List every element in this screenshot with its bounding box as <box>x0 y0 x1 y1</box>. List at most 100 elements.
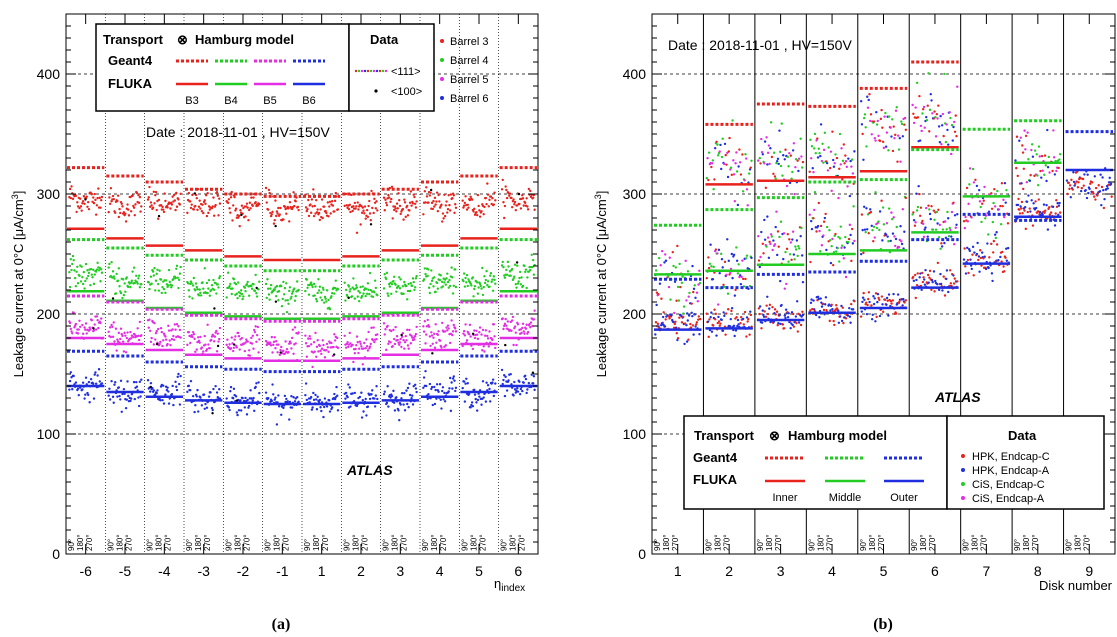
data-point <box>229 282 232 286</box>
data-point <box>214 203 217 207</box>
data-point <box>271 383 274 386</box>
data-point <box>988 256 991 259</box>
phi-label: 90° <box>500 539 509 551</box>
phi-label: 90° <box>146 539 155 551</box>
data-point <box>979 249 982 252</box>
data-point <box>797 169 800 173</box>
data-point <box>166 342 169 346</box>
data-point <box>1092 192 1095 195</box>
data-point <box>194 282 198 285</box>
data-point <box>763 218 766 222</box>
data-point <box>364 347 367 350</box>
data-point <box>137 338 141 342</box>
data-point <box>1072 171 1075 174</box>
data-point <box>814 313 818 317</box>
data-point <box>117 331 121 335</box>
data-point <box>705 176 709 180</box>
data-point-100 <box>211 412 214 415</box>
data-point <box>788 253 792 256</box>
data-point <box>1087 191 1090 195</box>
data-point <box>933 290 936 293</box>
data-point <box>323 356 327 359</box>
data-point <box>484 400 488 403</box>
data-point <box>244 290 247 293</box>
data-point <box>1057 213 1060 217</box>
data-point <box>1018 212 1022 215</box>
data-point <box>399 278 402 281</box>
data-point <box>430 334 434 337</box>
data-point <box>1099 173 1102 176</box>
data-point <box>872 225 876 229</box>
legend-data-box-a <box>348 23 435 112</box>
data-point <box>328 205 331 208</box>
data-point <box>304 382 308 385</box>
data-point <box>191 193 194 197</box>
data-point <box>164 291 167 295</box>
data-point <box>800 226 803 230</box>
data-point <box>819 297 822 300</box>
data-point <box>749 313 753 317</box>
data-point <box>850 302 853 306</box>
data-point <box>172 334 175 338</box>
data-point <box>894 133 897 137</box>
data-point <box>870 133 873 136</box>
data-point <box>392 401 396 404</box>
data-point <box>316 338 319 342</box>
data-point <box>971 253 974 256</box>
data-point <box>797 157 801 160</box>
data-point <box>361 285 365 288</box>
data-point <box>304 342 308 345</box>
data-point <box>1052 156 1056 159</box>
data-point <box>207 343 210 346</box>
data-point <box>207 287 210 290</box>
legend-barrel-label: Barrel 5 <box>450 74 489 86</box>
data-point <box>829 309 832 312</box>
data-point <box>201 281 204 284</box>
data-point <box>447 327 450 330</box>
data-point <box>323 295 327 299</box>
data-point <box>355 284 358 287</box>
data-point <box>292 396 295 399</box>
data-point <box>987 210 991 213</box>
data-point <box>707 256 710 259</box>
data-point <box>242 295 245 298</box>
data-point <box>901 208 905 211</box>
data-point <box>879 117 883 121</box>
data-point <box>728 325 732 328</box>
data-point <box>1073 184 1076 187</box>
data-point <box>478 209 481 212</box>
data-point <box>521 284 525 288</box>
data-point <box>1044 164 1047 167</box>
data-point <box>694 296 697 300</box>
data-point <box>739 315 743 319</box>
data-point <box>351 209 354 213</box>
data-point <box>503 324 506 328</box>
data-point <box>167 324 170 328</box>
data-point <box>678 316 681 319</box>
data-point <box>438 278 442 282</box>
data-point <box>127 285 130 289</box>
data-point <box>234 335 237 338</box>
data-point <box>177 382 181 386</box>
data-point <box>162 384 165 387</box>
data-point <box>1039 169 1042 173</box>
data-point <box>392 275 396 279</box>
data-point <box>413 286 417 289</box>
phi-label: 270° <box>928 534 937 551</box>
data-point <box>387 294 390 298</box>
data-point <box>448 284 452 288</box>
data-point <box>924 268 927 272</box>
data-point <box>481 380 485 383</box>
data-point <box>243 286 247 289</box>
data-point <box>390 185 394 189</box>
data-point <box>735 316 738 319</box>
data-point <box>147 326 150 329</box>
data-point <box>654 269 658 272</box>
data-point <box>115 272 118 276</box>
data-point <box>524 377 528 381</box>
data-point <box>95 204 99 207</box>
data-point <box>847 241 850 244</box>
data-point <box>290 406 294 409</box>
data-point <box>373 201 377 204</box>
data-point <box>662 311 665 314</box>
